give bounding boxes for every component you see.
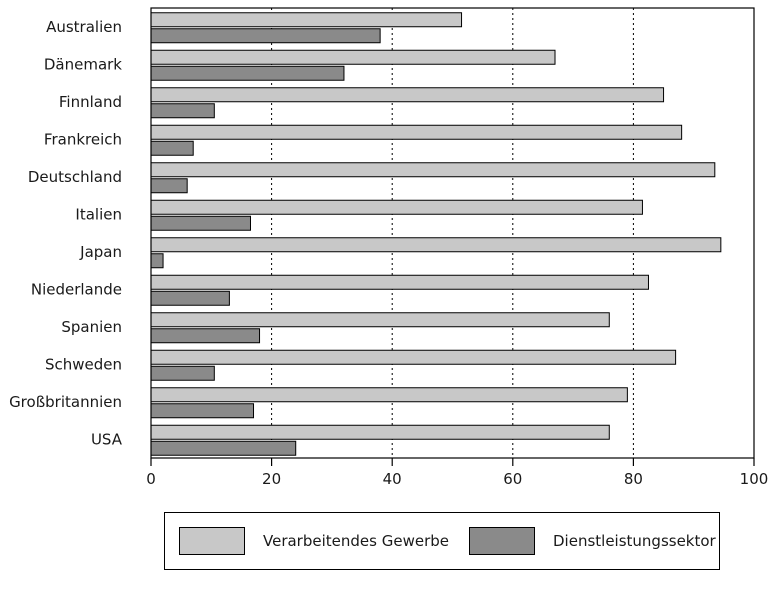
legend-label-series-1: Verarbeitendes Gewerbe	[263, 532, 449, 550]
legend: Verarbeitendes Gewerbe Dienstleistungsse…	[164, 512, 720, 570]
category-label: Frankreich	[44, 130, 122, 148]
bar-1-4	[150, 162, 716, 178]
legend-swatch-series-2	[469, 527, 535, 555]
bar-2-1	[150, 65, 345, 81]
x-tick-label: 40	[383, 470, 402, 488]
bar-1-7	[150, 274, 649, 290]
bar-1-10	[150, 387, 628, 403]
gridlines	[271, 8, 634, 458]
x-tick-label: 60	[503, 470, 522, 488]
bar-1-6	[150, 237, 722, 253]
x-tick-label: 80	[624, 470, 643, 488]
bar-1-1	[150, 49, 556, 65]
x-tick-label: 100	[740, 470, 769, 488]
bar-2-8	[150, 328, 261, 344]
bar-2-3	[150, 140, 194, 156]
category-label: Großbritannien	[9, 393, 122, 411]
x-tick-label: 20	[262, 470, 281, 488]
category-label: Finnland	[59, 93, 122, 111]
category-label: Japan	[79, 243, 122, 261]
x-axis-ticks: 0 20 40 60 80 100	[146, 458, 768, 488]
bar-1-11	[150, 424, 610, 440]
category-label: USA	[91, 430, 123, 448]
bar-2-11	[150, 440, 297, 456]
bar-2-7	[150, 290, 230, 306]
bars	[150, 12, 722, 456]
legend-label-series-2: Dienstleistungssektor	[553, 532, 716, 550]
plot-frame	[150, 7, 755, 459]
bar-2-9	[150, 365, 215, 381]
bar-1-3	[150, 124, 683, 140]
x-tick-label: 0	[146, 470, 156, 488]
bar-2-6	[150, 253, 164, 269]
category-label: Dänemark	[44, 55, 122, 73]
bar-1-5	[150, 199, 643, 215]
axes	[150, 7, 755, 459]
bar-2-2	[150, 103, 215, 119]
category-label: Australien	[46, 18, 122, 36]
legend-swatch-series-1	[179, 527, 245, 555]
bar-1-9	[150, 349, 677, 365]
bar-1-2	[150, 87, 665, 103]
bar-1-8	[150, 312, 610, 328]
bar-2-10	[150, 403, 255, 419]
bar-2-5	[150, 215, 251, 231]
category-label: Spanien	[61, 318, 122, 336]
bar-2-0	[150, 28, 381, 44]
legend-item-series-1: Verarbeitendes Gewerbe	[179, 527, 449, 555]
category-label: Italien	[75, 205, 122, 223]
category-labels: Australien Dänemark Finnland Frankreich Deut…	[9, 18, 123, 449]
legend-item-series-2: Dienstleistungssektor	[469, 527, 716, 555]
bar-1-0	[150, 12, 463, 28]
bar-2-4	[150, 178, 188, 194]
category-label: Niederlande	[31, 280, 122, 298]
category-label: Deutschland	[28, 168, 122, 186]
category-label: Schweden	[45, 355, 122, 373]
